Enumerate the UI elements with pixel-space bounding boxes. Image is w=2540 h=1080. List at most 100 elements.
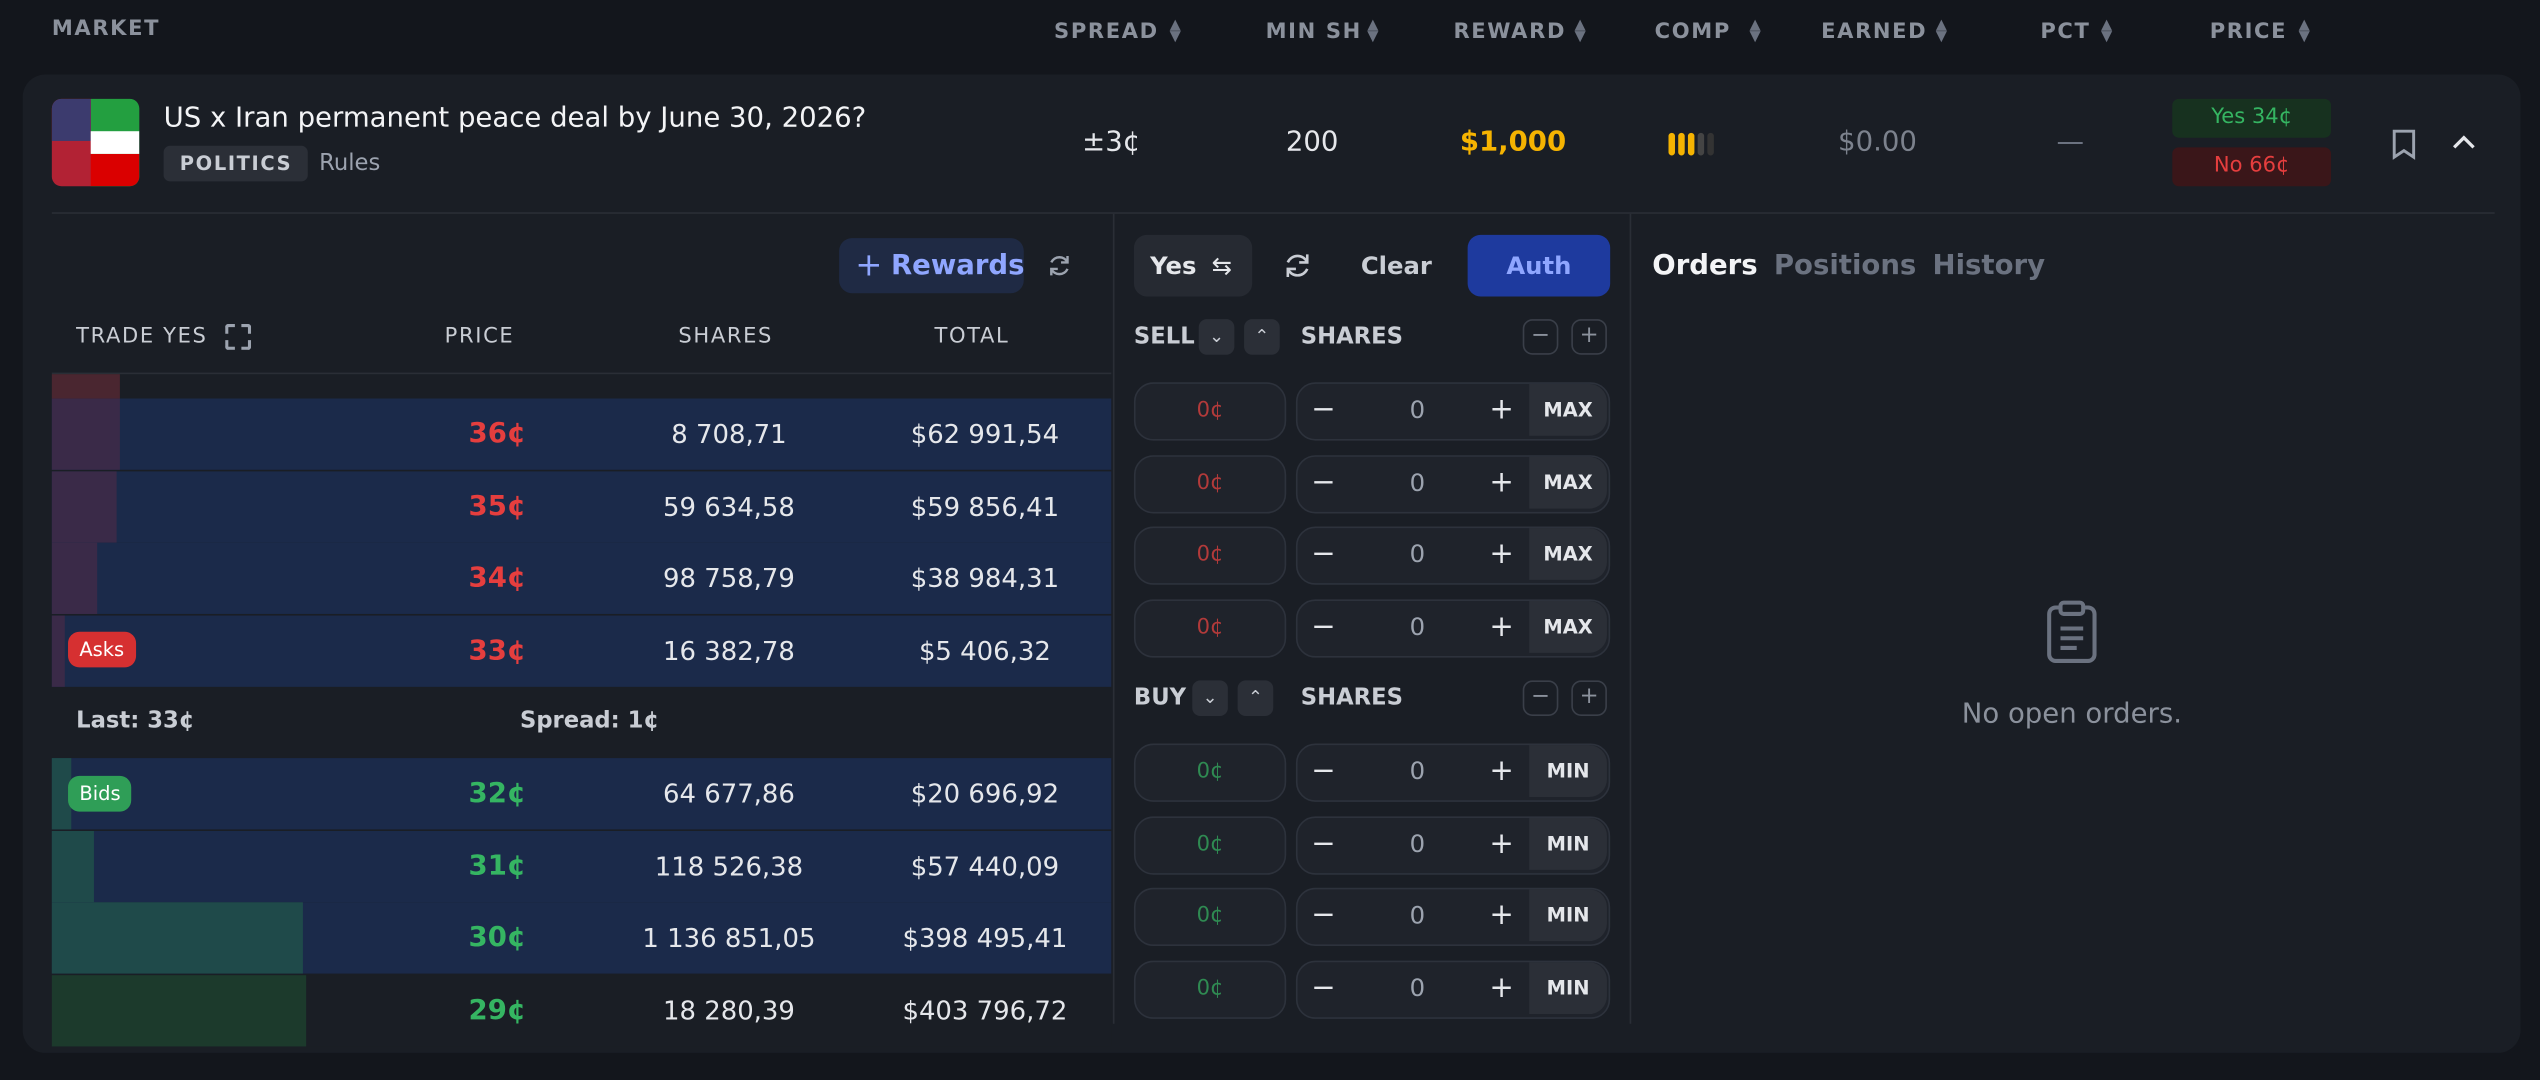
minus[interactable]: − bbox=[1311, 970, 1336, 1005]
depth-bar bbox=[51, 470, 117, 542]
shares-input[interactable]: 0 bbox=[1409, 539, 1426, 569]
sort-icon[interactable]: ▲ ▼ bbox=[1367, 17, 1379, 46]
price[interactable]: 32¢ bbox=[468, 777, 527, 810]
price-input[interactable]: 0¢ bbox=[1133, 598, 1287, 657]
sort-icon[interactable]: ▲ ▼ bbox=[2101, 17, 2113, 46]
sort-icon[interactable]: ▲ ▼ bbox=[1169, 17, 1181, 46]
price-input[interactable]: 0¢ bbox=[1133, 526, 1287, 585]
action-button[interactable]: MIN bbox=[1529, 817, 1607, 870]
shares-input[interactable]: 0 bbox=[1409, 972, 1426, 1002]
shares-input[interactable]: 0 bbox=[1409, 900, 1426, 930]
plus[interactable]: + bbox=[1489, 392, 1514, 427]
column-header[interactable]: REWARD bbox=[1453, 20, 1567, 45]
minus[interactable]: − bbox=[1311, 464, 1336, 499]
minus-small[interactable]: − bbox=[1522, 319, 1559, 355]
price-input[interactable]: 0¢ bbox=[1133, 743, 1287, 802]
rewards-button[interactable]: + Rewards bbox=[839, 238, 1025, 294]
collapse-icon[interactable] bbox=[2449, 130, 2478, 156]
price[interactable]: 30¢ bbox=[468, 921, 527, 955]
shares: 64 677,86 bbox=[662, 778, 795, 810]
sort-icon[interactable]: ▲ ▼ bbox=[1574, 17, 1586, 46]
minus[interactable]: − bbox=[1311, 898, 1336, 933]
minus[interactable]: − bbox=[1311, 754, 1336, 789]
outcome-toggle[interactable]: Yes ⇆ bbox=[1133, 234, 1253, 297]
chevron-down[interactable]: ⌄ bbox=[1198, 319, 1235, 355]
column-header[interactable]: MIN SH bbox=[1265, 20, 1362, 45]
refresh-icon[interactable] bbox=[1046, 253, 1072, 279]
auth-button[interactable]: Auth bbox=[1467, 234, 1611, 297]
price-input[interactable]: 0¢ bbox=[1133, 887, 1287, 947]
tag[interactable]: POLITICS bbox=[163, 145, 309, 182]
plus-small[interactable]: + bbox=[1571, 680, 1607, 716]
total: $403 796,72 bbox=[902, 994, 1068, 1026]
price[interactable]: 29¢ bbox=[468, 993, 527, 1027]
yes-price[interactable]: Yes 34¢ bbox=[2172, 98, 2332, 138]
chevron-down[interactable]: ⌄ bbox=[1192, 680, 1228, 716]
clear-button[interactable]: Clear bbox=[1360, 251, 1432, 281]
action-button[interactable]: MIN bbox=[1529, 889, 1607, 942]
chevron-up[interactable]: ⌃ bbox=[1237, 680, 1274, 716]
market-title[interactable]: US x Iran permanent peace deal by June 3… bbox=[163, 102, 867, 135]
plus[interactable]: + bbox=[1489, 970, 1514, 1005]
plus[interactable]: + bbox=[1489, 754, 1514, 789]
minus[interactable]: − bbox=[1311, 392, 1336, 427]
price-input[interactable]: 0¢ bbox=[1133, 382, 1287, 441]
tab[interactable]: Orders bbox=[1652, 249, 1758, 282]
plus[interactable]: + bbox=[1489, 536, 1514, 572]
plus[interactable]: + bbox=[1489, 826, 1514, 861]
tab[interactable]: Positions bbox=[1773, 249, 1917, 282]
shares-input[interactable]: 0 bbox=[1409, 828, 1426, 858]
depth-bar bbox=[51, 542, 98, 614]
price-input[interactable]: 0¢ bbox=[1133, 454, 1287, 513]
plus[interactable]: + bbox=[1489, 464, 1514, 499]
shares: 59 634,58 bbox=[662, 490, 795, 522]
action-button[interactable]: MIN bbox=[1529, 961, 1607, 1014]
price[interactable]: 36¢ bbox=[468, 417, 527, 451]
minus[interactable]: − bbox=[1311, 826, 1336, 861]
action-button[interactable]: MAX bbox=[1529, 383, 1607, 436]
column-header[interactable]: PRICE bbox=[2209, 20, 2288, 45]
side-label: SELL bbox=[1133, 323, 1195, 350]
total: $20 696,92 bbox=[910, 778, 1060, 810]
min-shares: 200 bbox=[1285, 126, 1339, 159]
bookmark-icon[interactable] bbox=[2389, 128, 2418, 160]
column-header[interactable]: EARNED bbox=[1821, 20, 1928, 45]
minus-small[interactable]: − bbox=[1522, 680, 1559, 716]
price-input[interactable]: 0¢ bbox=[1133, 959, 1287, 1019]
chevron-up[interactable]: ⌃ bbox=[1244, 319, 1280, 355]
rewards-label: Rewards bbox=[890, 249, 1025, 282]
column-header[interactable]: COMP bbox=[1654, 20, 1731, 45]
plus-small[interactable]: + bbox=[1571, 319, 1607, 355]
action-button[interactable]: MAX bbox=[1529, 528, 1607, 580]
price[interactable]: 35¢ bbox=[468, 490, 527, 523]
sort-icon[interactable]: ▲ ▼ bbox=[2298, 17, 2310, 46]
price[interactable]: 33¢ bbox=[468, 634, 527, 667]
price[interactable]: 34¢ bbox=[468, 562, 527, 595]
shares-input[interactable]: 0 bbox=[1409, 395, 1426, 425]
reward: $1,000 bbox=[1459, 126, 1567, 159]
shares-input[interactable]: 0 bbox=[1409, 611, 1426, 641]
no-price[interactable]: No 66¢ bbox=[2172, 147, 2332, 187]
shares-label: SHARES bbox=[1300, 685, 1403, 712]
action-button[interactable]: MAX bbox=[1529, 456, 1607, 508]
plus[interactable]: + bbox=[1489, 898, 1514, 933]
expand-icon[interactable] bbox=[225, 323, 252, 350]
action-button[interactable]: MIN bbox=[1529, 745, 1607, 797]
sort-icon[interactable]: ▲ ▼ bbox=[1935, 17, 1947, 46]
rules-link[interactable]: Rules bbox=[319, 150, 381, 177]
shares-input[interactable]: 0 bbox=[1409, 467, 1426, 497]
refresh-icon[interactable] bbox=[1283, 251, 1312, 280]
divider bbox=[1112, 213, 1115, 1024]
price-input[interactable]: 0¢ bbox=[1133, 815, 1287, 874]
minus[interactable]: − bbox=[1311, 609, 1336, 644]
column-header[interactable]: PCT bbox=[2040, 20, 2091, 45]
action-button[interactable]: MAX bbox=[1529, 600, 1607, 653]
tab[interactable]: History bbox=[1932, 249, 2046, 282]
sort-icon[interactable]: ▲ ▼ bbox=[1749, 17, 1761, 46]
column-header[interactable]: SPREAD bbox=[1054, 20, 1159, 45]
price[interactable]: 31¢ bbox=[468, 849, 527, 883]
minus[interactable]: − bbox=[1311, 536, 1336, 572]
shares-input[interactable]: 0 bbox=[1409, 756, 1426, 786]
plus[interactable]: + bbox=[1489, 609, 1514, 644]
